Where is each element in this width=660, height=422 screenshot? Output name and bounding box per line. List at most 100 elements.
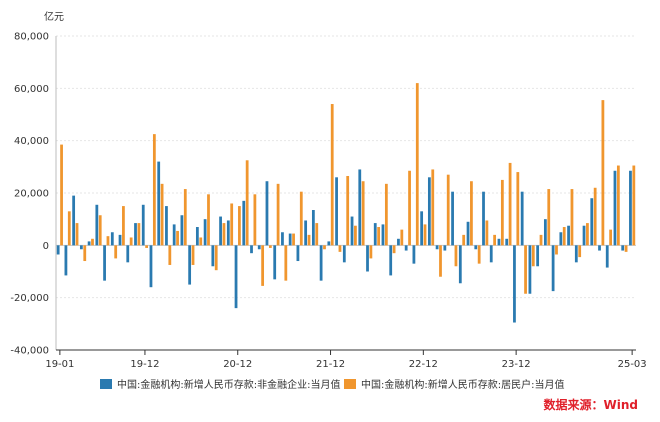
bar-household (624, 245, 628, 252)
bar-household (152, 134, 156, 246)
bar-enterprise (165, 206, 168, 246)
bar-enterprise (242, 200, 246, 246)
bar-household (408, 170, 411, 246)
bar-household (593, 187, 597, 246)
bar-enterprise (288, 233, 292, 246)
bar-household (547, 189, 551, 246)
bar-household (508, 162, 512, 246)
bar-household (75, 223, 79, 246)
bar-enterprise (528, 245, 532, 294)
bar-enterprise (381, 224, 385, 246)
bar-enterprise (373, 223, 377, 246)
bar-household (238, 206, 241, 246)
legend-swatch-enterprise (100, 379, 112, 389)
x-tick-label: 19-12 (130, 359, 159, 370)
bar-enterprise (126, 245, 130, 263)
bar-enterprise (520, 191, 524, 246)
bar-enterprise (219, 216, 222, 246)
bar-household (199, 237, 203, 246)
x-tick-label: 22-12 (409, 359, 438, 370)
bar-enterprise (559, 232, 563, 246)
bar-household (230, 203, 234, 246)
bar-enterprise (574, 245, 578, 263)
bar-household (245, 160, 249, 246)
bar-household (346, 175, 350, 246)
bar-enterprise (257, 245, 261, 250)
bar-household (616, 165, 620, 246)
bar-enterprise (327, 241, 331, 246)
y-axis-unit-label: 亿元 (44, 10, 64, 23)
bar-household (609, 229, 613, 246)
bar-household (477, 245, 481, 264)
bar-household (67, 211, 71, 246)
bar-enterprise (304, 220, 308, 246)
x-tick-label: 20-12 (223, 359, 252, 370)
y-tick-label: -40,000 (10, 346, 49, 357)
bar-enterprise (458, 245, 462, 284)
bar-household (423, 224, 427, 246)
legend-swatch-household (344, 379, 356, 389)
bar-enterprise (505, 238, 509, 246)
bar-household (106, 236, 110, 246)
bar-household (307, 234, 311, 246)
bar-enterprise (613, 170, 617, 246)
legend-label-enterprise: 中国:金融机构:新增人民币存款:非金融企业:当月值 (117, 378, 340, 391)
bar-household (214, 245, 218, 271)
bar-household (268, 245, 272, 248)
series-household-bars (60, 83, 636, 294)
bar-enterprise (397, 238, 400, 246)
bar-enterprise (582, 225, 586, 246)
bar-household (323, 245, 326, 250)
bar-household (369, 245, 373, 259)
bar-household (207, 194, 210, 246)
bar-enterprise (141, 204, 145, 246)
bar-household (601, 100, 605, 246)
bar-enterprise (543, 219, 547, 246)
bar-enterprise (56, 245, 60, 255)
bar-household (330, 104, 334, 246)
bar-enterprise (118, 234, 122, 246)
x-axis: 19-01 19-12 20-12 21-12 22-12 23-12 25-03 (45, 349, 647, 370)
bar-enterprise (513, 245, 516, 323)
bar-enterprise (435, 245, 439, 250)
bar-enterprise (489, 245, 493, 263)
bar-household (586, 223, 589, 246)
bar-enterprise (598, 245, 601, 251)
bar-enterprise (296, 245, 300, 262)
bar-enterprise (72, 195, 76, 246)
bar-enterprise (567, 225, 570, 246)
bar-enterprise (134, 223, 137, 246)
bar-enterprise (195, 227, 199, 246)
bar-household (176, 230, 179, 246)
bar-enterprise (335, 177, 338, 246)
bar-enterprise (629, 170, 632, 246)
bar-household (485, 220, 489, 246)
bar-household (253, 194, 257, 246)
bar-household (493, 234, 497, 246)
y-tick-label: 60,000 (14, 84, 49, 95)
bar-household (539, 234, 543, 246)
bar-enterprise (551, 245, 555, 292)
bar-enterprise (226, 220, 230, 246)
bar-household (555, 245, 558, 255)
y-axis-tick-labels: 80,000 60,000 40,000 20,000 0 -20,000 -40,000 (10, 32, 49, 357)
bar-household (578, 245, 582, 258)
bar-enterprise (79, 245, 83, 250)
bar-enterprise (536, 245, 540, 267)
bar-enterprise (389, 245, 393, 276)
bar-enterprise (64, 245, 68, 276)
bar-enterprise (180, 215, 184, 246)
bar-enterprise (482, 191, 485, 246)
bar-enterprise (110, 232, 114, 246)
bar-enterprise (342, 245, 346, 263)
bar-household (114, 245, 118, 259)
y-tick-label: 40,000 (14, 136, 49, 147)
bar-household (160, 183, 164, 246)
bar-household (462, 234, 466, 246)
bar-household (400, 229, 404, 246)
bar-household (122, 206, 125, 246)
bar-household (183, 189, 187, 246)
bar-enterprise (621, 245, 625, 251)
bar-household (384, 183, 388, 246)
